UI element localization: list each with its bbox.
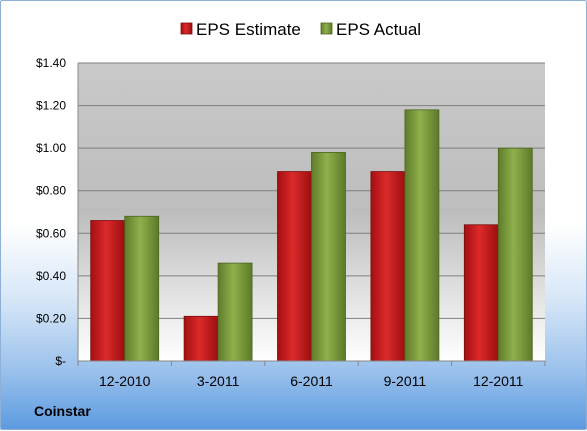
bar-estimate-3-2011: [183, 315, 219, 362]
bar-estimate-12-2011: [463, 224, 499, 362]
y-tick-label: $0.80: [36, 184, 66, 198]
y-tick-label: $0.40: [36, 269, 66, 283]
y-tick-label: $0.20: [36, 311, 66, 325]
bar-estimate-9-2011: [370, 171, 406, 362]
bars: [90, 109, 533, 362]
bar-actual-9-2011: [404, 109, 440, 362]
bar-actual-12-2011: [497, 147, 533, 362]
legend-swatch-actual: [320, 22, 333, 35]
x-tick-label: 6-2011: [290, 373, 333, 389]
y-tick-label: $1.40: [36, 56, 66, 70]
bar-actual-6-2011: [311, 151, 346, 362]
bar-estimate-6-2011: [277, 171, 312, 362]
legend-label-actual: EPS Actual: [336, 20, 421, 39]
x-tick-label: 9-2011: [384, 373, 427, 389]
bar-estimate-12-2010: [90, 220, 126, 362]
y-tick-label: $-: [55, 354, 66, 368]
bar-actual-3-2011: [217, 262, 253, 362]
x-tick-label: 12-2011: [473, 373, 524, 389]
company-name: Coinstar: [34, 403, 91, 419]
bar-actual-12-2010: [124, 215, 160, 362]
legend-label-estimate: EPS Estimate: [196, 20, 301, 39]
y-axis: $- $0.20 $0.40 $0.60 $0.80 $1.00 $1.20 $1.40: [36, 56, 79, 368]
y-tick-label: $1.20: [36, 99, 66, 113]
y-tick-label: $1.00: [36, 141, 66, 155]
x-tick-label: 3-2011: [197, 373, 240, 389]
x-axis: 12-2010 3-2011 6-2011 9-2011 12-2011: [77, 360, 546, 389]
y-tick-label: $0.60: [36, 226, 66, 240]
x-tick-label: 12-2010: [99, 373, 151, 389]
legend: EPS Estimate EPS Actual: [180, 20, 421, 39]
legend-swatch-estimate: [180, 22, 193, 35]
